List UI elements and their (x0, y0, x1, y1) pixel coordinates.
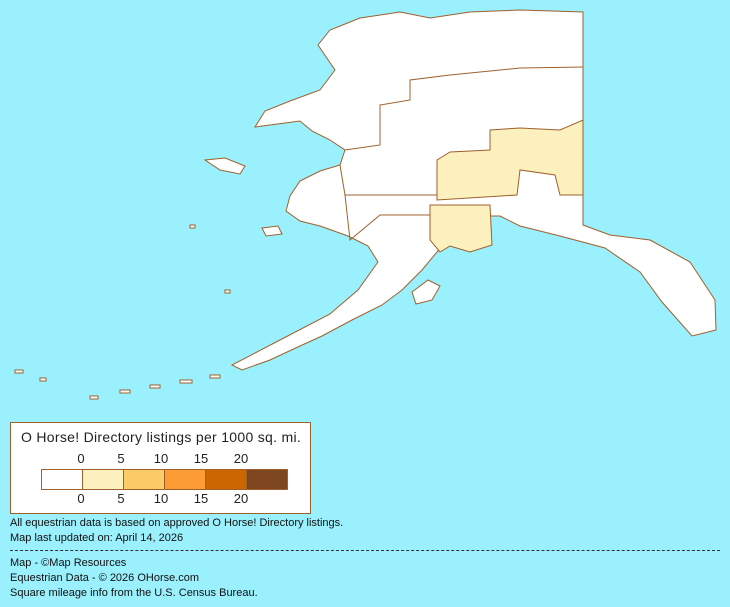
legend-bottom-tick: 20 (233, 491, 249, 506)
legend-bottom-tick: 10 (153, 491, 169, 506)
legend-color-bar (41, 469, 288, 490)
legend-swatch (124, 470, 165, 489)
legend-bottom-tick: 0 (77, 491, 85, 506)
legend-top-tick: 10 (153, 451, 169, 466)
legend: O Horse! Directory listings per 1000 sq.… (10, 422, 311, 514)
census-credit: Square mileage info from the U.S. Census… (10, 587, 258, 599)
legend-bottom-tick: 15 (193, 491, 209, 506)
updated-note: Map last updated on: April 14, 2026 (10, 532, 184, 544)
map-credit: Map - ©Map Resources (10, 557, 127, 569)
legend-top-tick: 0 (77, 451, 85, 466)
region-0-5-southcentral[interactable] (429, 204, 493, 253)
kodiak-island[interactable] (411, 279, 441, 305)
legend-bottom-tick: 5 (117, 491, 125, 506)
region-0-5-interior[interactable] (436, 119, 584, 201)
st-lawrence-island[interactable] (203, 157, 246, 175)
alaska-map (14, 9, 717, 400)
legend-swatch (206, 470, 247, 489)
legend-top-tick: 20 (233, 451, 249, 466)
aleutian-islands (14, 224, 231, 400)
legend-title: O Horse! Directory listings per 1000 sq.… (21, 429, 302, 445)
legend-swatch (42, 470, 83, 489)
legend-swatch (247, 470, 287, 489)
divider (10, 550, 720, 551)
legend-top-tick: 5 (117, 451, 125, 466)
data-credit: Equestrian Data - © 2026 OHorse.com (10, 572, 200, 584)
legend-swatch (83, 470, 124, 489)
legend-top-tick: 15 (193, 451, 209, 466)
nunivak-island[interactable] (261, 225, 283, 237)
legend-swatch (165, 470, 206, 489)
data-basis-note: All equestrian data is based on approved… (10, 517, 344, 529)
